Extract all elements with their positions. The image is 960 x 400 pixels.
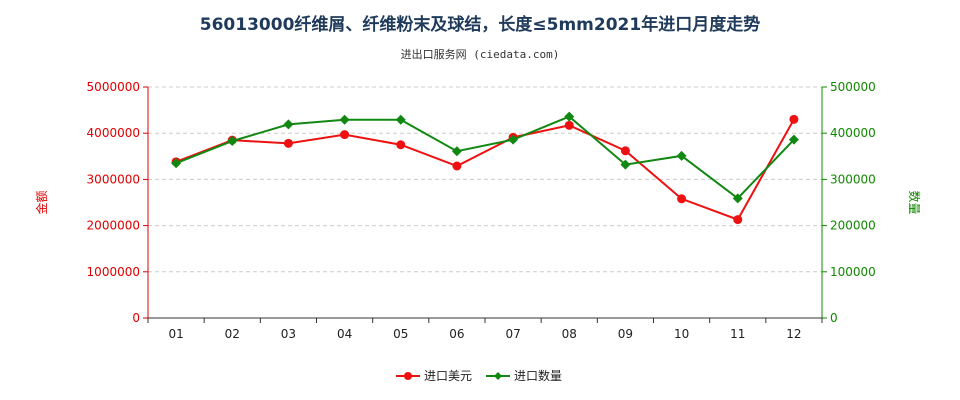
series-1-point <box>452 161 462 171</box>
series-1-point <box>677 194 687 204</box>
series-2-point <box>339 114 350 125</box>
y-right-tick-label: 200000 <box>830 219 876 233</box>
series-2-point <box>171 158 182 169</box>
series-2-point <box>620 159 631 170</box>
series-2-point <box>395 114 406 125</box>
x-tick-label: 10 <box>674 327 689 341</box>
x-tick-label: 12 <box>786 327 801 341</box>
y-right-tick-label: 300000 <box>830 172 876 186</box>
legend-marker <box>404 372 412 380</box>
series-1-point <box>733 215 743 225</box>
x-tick-label: 09 <box>618 327 633 341</box>
series-layer <box>171 111 799 225</box>
y-left-tick-label: 3000000 <box>87 172 140 186</box>
series-1-point <box>564 120 574 130</box>
x-tick-label: 05 <box>393 327 408 341</box>
series-line-2 <box>175 115 795 200</box>
series-1-point <box>340 130 350 140</box>
y-axis-left-label: 金额 <box>34 190 49 214</box>
y-left-tick-label: 0 <box>132 311 140 325</box>
legend[interactable]: 进口美元 进口数量 <box>396 368 562 383</box>
x-tick-label: 03 <box>281 327 296 341</box>
series-2-point <box>227 136 238 147</box>
y-axis-right-label: 数量 <box>907 190 922 214</box>
series-line-1 <box>175 118 795 221</box>
series-1-point <box>396 140 406 150</box>
chart-title: 56013000纤维屑、纤维粉末及球结，长度≤5mm2021年进口月度走势 <box>200 14 760 35</box>
y-left-tick-label: 1000000 <box>87 265 140 279</box>
legend-marker <box>494 372 502 380</box>
y-left-tick-label: 2000000 <box>87 219 140 233</box>
y-right-tick-label: 500000 <box>830 80 876 94</box>
series-2-point <box>732 193 743 204</box>
x-tick-label: 08 <box>562 327 577 341</box>
series-2-point <box>508 134 519 145</box>
series-1-point <box>283 138 293 148</box>
legend-label: 进口数量 <box>514 368 562 383</box>
y-right-tick-label: 0 <box>830 311 838 325</box>
x-tick-label: 07 <box>505 327 520 341</box>
series-2-point <box>283 119 294 130</box>
grid-lines <box>148 86 822 273</box>
chart-subtitle: 进出口服务网 (ciedata.com) <box>401 47 560 61</box>
series-1-point <box>789 114 799 124</box>
x-tick-label: 06 <box>449 327 464 341</box>
x-tick-label: 11 <box>730 327 745 341</box>
series-2-point <box>564 111 575 122</box>
x-tick-label: 02 <box>225 327 240 341</box>
y-left-tick-label: 4000000 <box>87 126 140 140</box>
tick-labels: 0 0 1000000 100000 2000000 200000 3000000 30000… <box>87 80 876 341</box>
series-2-point <box>451 146 462 157</box>
legend-label: 进口美元 <box>424 369 472 383</box>
series-2-point <box>676 150 687 161</box>
x-tick-label: 04 <box>337 327 352 341</box>
x-tick-label: 01 <box>168 327 183 341</box>
y-left-tick-label: 5000000 <box>87 80 140 94</box>
series-1-point <box>620 146 630 156</box>
y-right-tick-label: 400000 <box>830 126 876 140</box>
y-right-tick-label: 100000 <box>830 265 876 279</box>
series-2-point <box>788 134 799 145</box>
axes <box>143 86 827 323</box>
